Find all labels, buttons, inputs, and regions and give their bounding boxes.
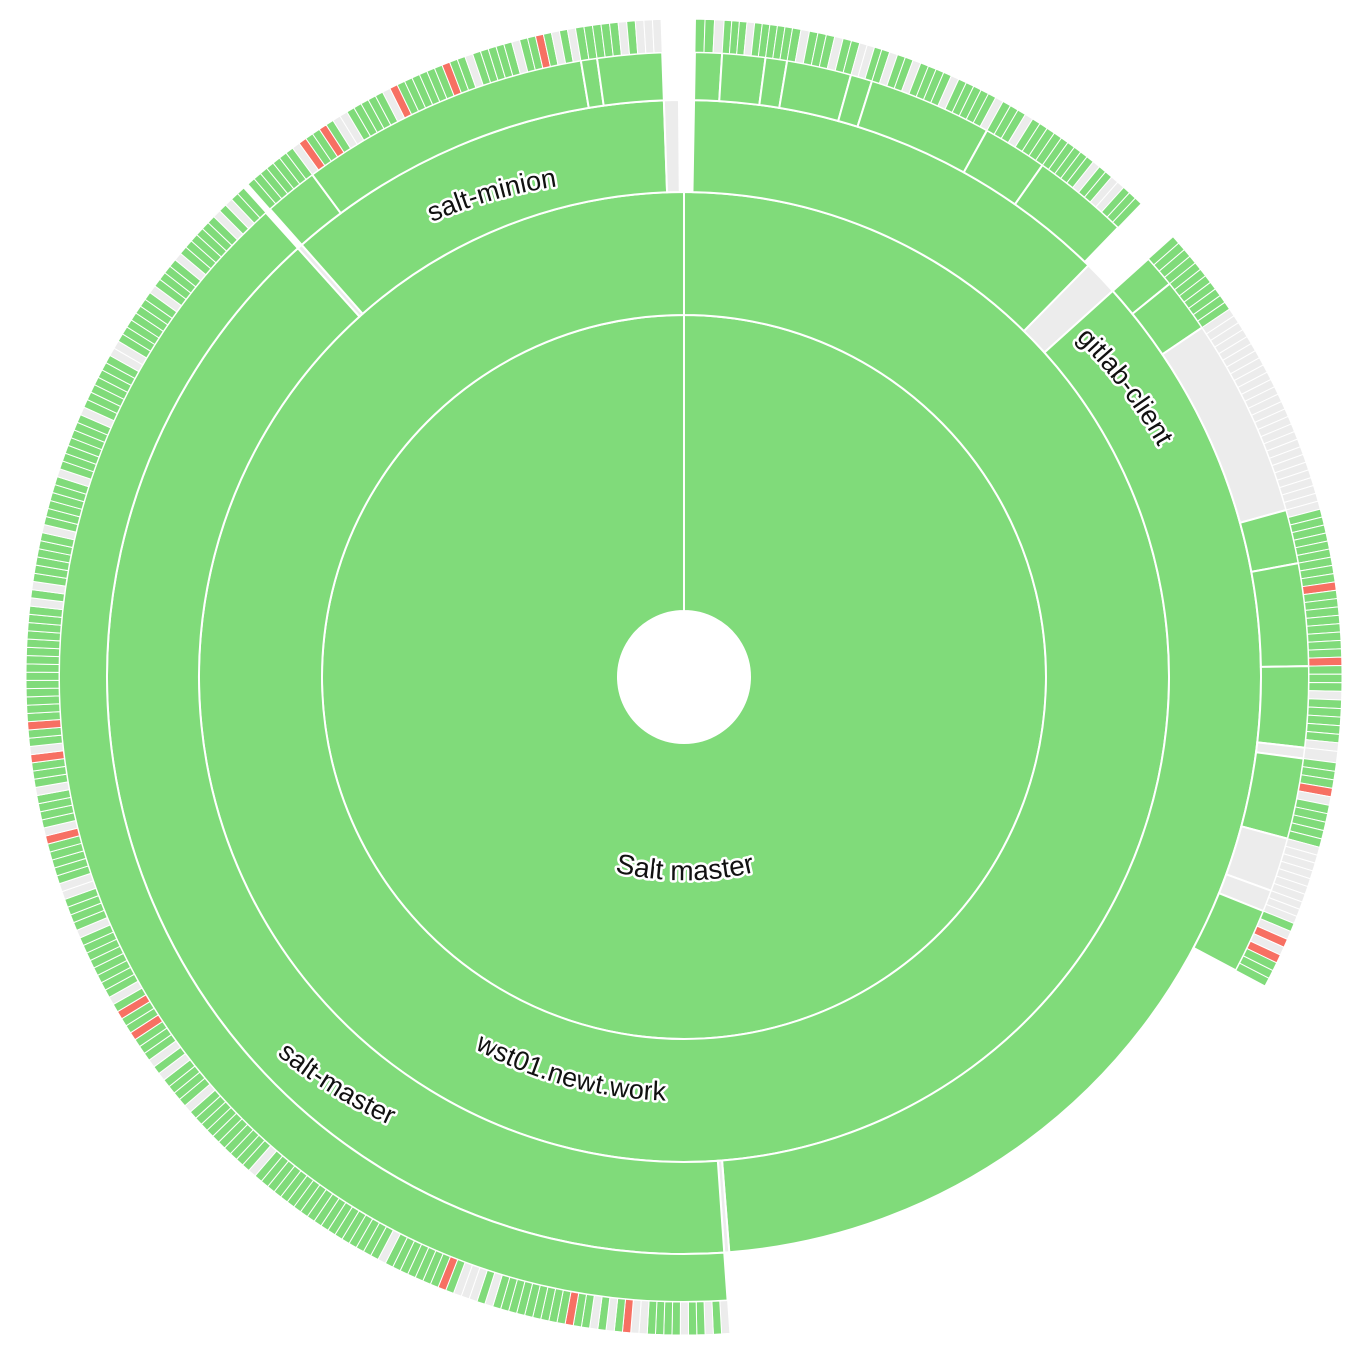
state-result-segment[interactable] xyxy=(1308,673,1343,684)
state-result-segment[interactable] xyxy=(694,18,706,53)
state-result-segment[interactable] xyxy=(1235,962,1270,987)
state-result-segment[interactable] xyxy=(1111,197,1142,229)
state-result-segment[interactable] xyxy=(1307,648,1343,659)
state-result-segment[interactable] xyxy=(679,1301,690,1336)
state-segment[interactable] xyxy=(662,99,681,194)
state-result-segment[interactable] xyxy=(1308,656,1343,667)
state-result-segment[interactable] xyxy=(671,1301,681,1336)
state-result-segment[interactable] xyxy=(25,695,61,706)
state-result-segment[interactable] xyxy=(1308,681,1343,692)
state-result-segment[interactable] xyxy=(236,187,267,219)
state-file-segment[interactable] xyxy=(693,51,724,103)
state-result-segment[interactable] xyxy=(25,687,60,698)
state-file-segment[interactable] xyxy=(1250,561,1310,668)
state-result-segment[interactable] xyxy=(651,18,663,54)
state-result-segment[interactable] xyxy=(25,679,60,690)
state-result-segment[interactable] xyxy=(687,1301,698,1336)
ring-state-results xyxy=(25,18,1343,1336)
state-file-segment[interactable] xyxy=(718,52,767,107)
center-hole xyxy=(618,611,750,743)
state-result-segment[interactable] xyxy=(695,1301,706,1336)
state-result-segment[interactable] xyxy=(25,671,60,681)
state-result-segment[interactable] xyxy=(25,663,60,673)
state-result-segment[interactable] xyxy=(1308,665,1343,675)
state-file-segment[interactable] xyxy=(595,51,665,107)
state-file-segment[interactable] xyxy=(1256,665,1310,749)
ring-state-files xyxy=(58,51,1310,1303)
